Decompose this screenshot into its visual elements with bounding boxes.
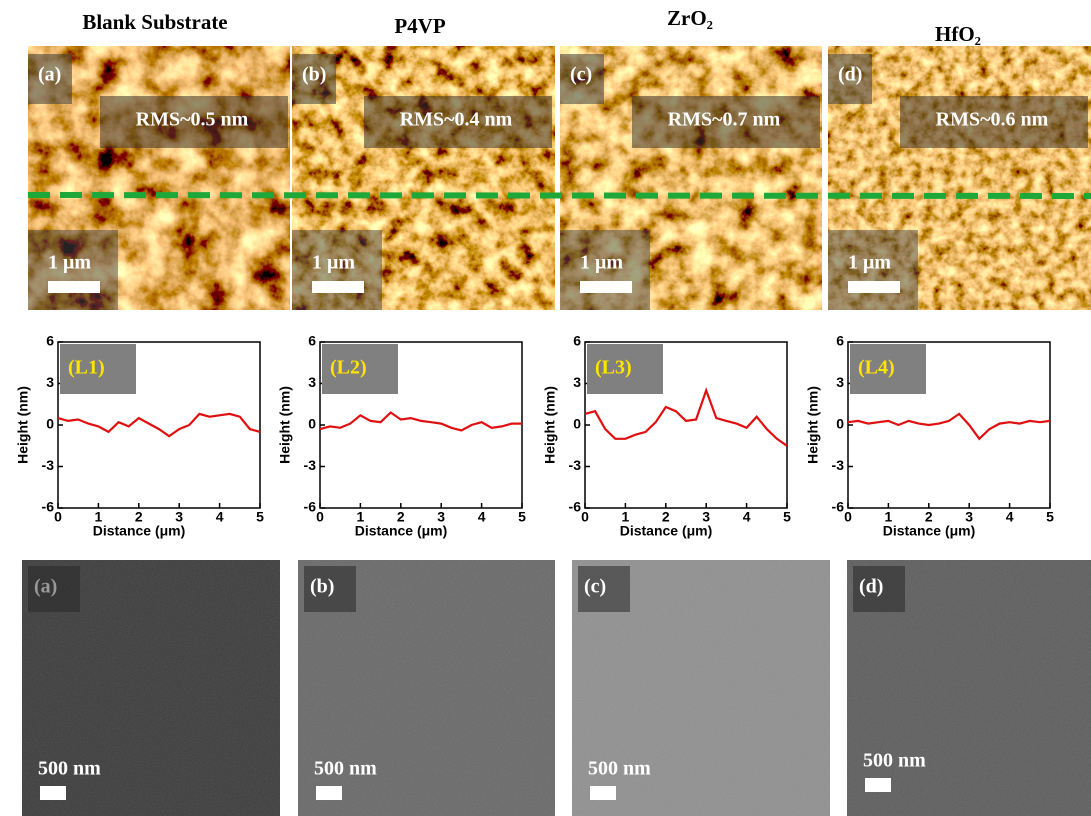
x-tick-label: 5 [256,509,264,525]
profile-line [58,414,260,436]
x-axis-label: Distance (μm) [93,523,186,539]
panel-label: (b) [310,576,334,598]
x-tick-label: 4 [478,509,486,525]
panel-label: (b) [302,64,326,86]
x-tick-label: 5 [1046,509,1054,525]
scale-bar [865,778,891,792]
profile-line [848,414,1050,439]
y-axis-label: Height (nm) [15,386,31,464]
y-tick-label: -6 [42,499,55,515]
y-tick-label: -3 [569,457,582,473]
x-tick-label: 0 [844,509,852,525]
panel-title: HfO₂ [935,22,981,46]
panel-title: P4VP [394,14,445,38]
x-axis-label: Distance (μm) [883,523,976,539]
y-tick-label: 0 [308,416,316,432]
y-tick-label: 0 [573,416,581,432]
y-axis-label: Height (nm) [805,386,821,464]
scale-text: 500 nm [588,758,651,780]
scale-bar [848,281,900,293]
scale-bar [580,281,632,293]
y-axis-label: Height (nm) [542,386,558,464]
scale-text: 500 nm [38,758,101,780]
y-tick-label: 3 [308,374,316,390]
y-tick-label: 6 [836,333,844,349]
panel-title: Blank Substrate [82,10,227,34]
x-tick-label: 4 [216,509,224,525]
y-tick-label: 0 [46,416,54,432]
x-tick-label: 5 [518,509,526,525]
rms-text: RMS~0.5 nm [136,109,249,131]
panel-label: (d) [838,64,862,86]
rms-text: RMS~0.6 nm [936,109,1049,131]
panel-label: (c) [570,64,592,86]
x-tick-label: 5 [783,509,791,525]
panel-label: (L2) [330,357,367,379]
x-axis-label: Distance (μm) [620,523,713,539]
scale-text: 1 μm [312,252,355,274]
x-tick-label: 4 [743,509,751,525]
y-tick-label: 6 [308,333,316,349]
rms-text: RMS~0.7 nm [668,109,781,131]
panel-label: (a) [38,64,61,86]
rms-text: RMS~0.4 nm [400,109,513,131]
panel-label: (L1) [68,357,105,379]
scale-text: 1 μm [48,252,91,274]
panel-label: (d) [859,576,883,598]
x-tick-label: 4 [1006,509,1014,525]
scale-text: 1 μm [848,252,891,274]
panel-label: (L4) [858,357,895,379]
y-tick-label: -3 [42,457,55,473]
panel-label: (L3) [595,357,632,379]
x-tick-label: 0 [581,509,589,525]
panel-label: (a) [34,576,57,598]
y-tick-label: 6 [573,333,581,349]
y-axis-label: Height (nm) [277,386,293,464]
y-tick-label: -6 [304,499,317,515]
scale-text: 1 μm [580,252,623,274]
panel-label: (c) [584,576,606,598]
profile-line [585,390,787,445]
scale-text: 500 nm [863,750,926,772]
scale-text: 500 nm [314,758,377,780]
y-tick-label: 3 [573,374,581,390]
scale-bar [312,281,364,293]
y-tick-label: 3 [836,374,844,390]
profile-line [320,413,522,431]
scale-bar [316,786,342,800]
scale-bar [590,786,616,800]
scale-bar [40,786,66,800]
y-tick-label: 6 [46,333,54,349]
x-tick-label: 0 [316,509,324,525]
x-axis-label: Distance (μm) [355,523,448,539]
scale-bar [48,281,100,293]
y-tick-label: -6 [832,499,845,515]
y-tick-label: -6 [569,499,582,515]
panel-title: ZrO₂ [667,6,713,30]
y-tick-label: 3 [46,374,54,390]
figure: Blank Substrate (a) RMS~0.5 nm 1 μm P4VP (b) R… [0,0,1091,816]
y-tick-label: 0 [836,416,844,432]
y-tick-label: -3 [832,457,845,473]
y-tick-label: -3 [304,457,317,473]
x-tick-label: 0 [54,509,62,525]
